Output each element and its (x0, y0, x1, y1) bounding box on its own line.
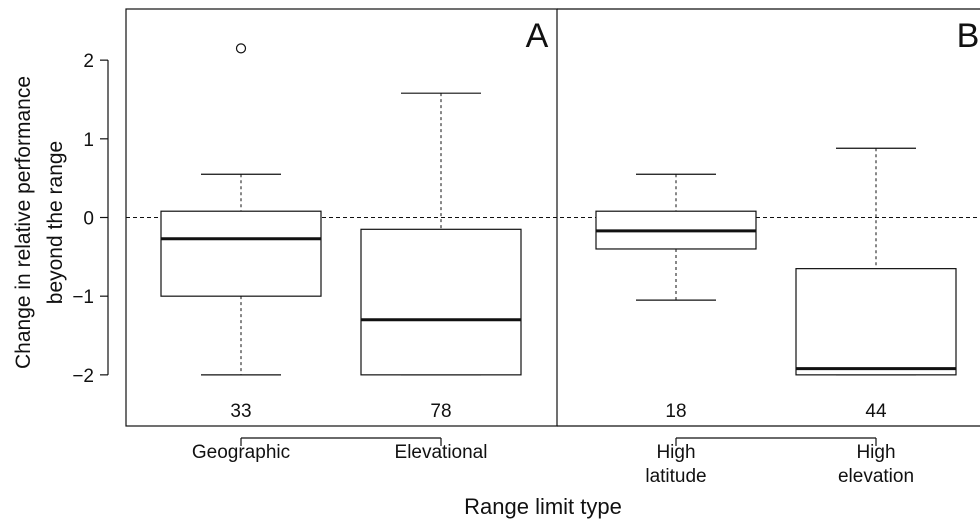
panel-b-frame (557, 8, 980, 427)
y-tick-label: 2 (83, 51, 94, 72)
panel-label: A (526, 17, 549, 55)
iqr-box (360, 228, 522, 376)
y-axis-title: Change in relative performance (12, 76, 35, 369)
x-category-label: High (856, 442, 895, 463)
x-category-label: Geographic (192, 442, 290, 463)
x-category-label: elevation (838, 466, 914, 487)
y-axis-title: beyond the range (44, 141, 67, 304)
x-category-label: High (656, 442, 695, 463)
y-tick-label: 1 (83, 130, 94, 151)
y-tick-label: −2 (72, 366, 94, 387)
sample-size-label: 78 (430, 401, 451, 422)
panel-label: B (957, 17, 980, 55)
iqr-box (160, 210, 322, 297)
outlier-point (235, 43, 247, 54)
y-tick-label: −1 (72, 287, 94, 308)
x-category-label: Elevational (395, 442, 488, 463)
x-category-label: latitude (645, 466, 706, 487)
sample-size-label: 18 (665, 401, 686, 422)
y-tick-label: 0 (83, 209, 94, 230)
sample-size-label: 33 (230, 401, 251, 422)
iqr-box (795, 268, 957, 376)
x-axis-title: Range limit type (464, 494, 622, 519)
sample-size-label: 44 (865, 401, 887, 422)
